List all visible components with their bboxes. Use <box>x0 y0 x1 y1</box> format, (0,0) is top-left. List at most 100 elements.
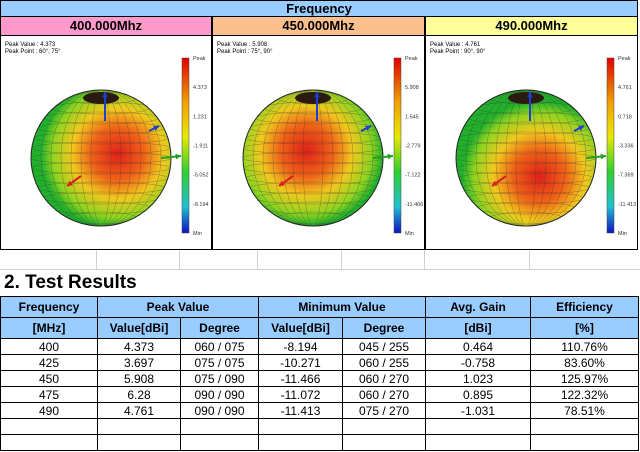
header-cell: Minimum Value <box>258 296 426 318</box>
cell: 110.76% <box>530 338 639 355</box>
header-cell: Degree <box>342 317 426 339</box>
pattern-sphere <box>455 89 597 227</box>
color-scale <box>181 57 190 234</box>
cell: 075 / 270 <box>342 402 426 419</box>
frequency-label: 490.000Mhz <box>425 17 638 36</box>
section-title: 2. Test Results <box>4 272 137 293</box>
empty-cell <box>258 418 343 435</box>
cell: 045 / 255 <box>342 338 426 355</box>
cell: 075 / 090 <box>180 370 259 387</box>
scale-label: -11.413 <box>618 202 636 208</box>
empty-cell <box>180 418 259 435</box>
mesh-line <box>456 151 596 165</box>
axis-head <box>492 180 498 186</box>
mesh-line <box>505 90 547 226</box>
cell: -8.194 <box>258 338 343 355</box>
empty-cell <box>342 434 426 451</box>
mesh-line <box>262 90 364 226</box>
mesh-line <box>31 151 171 165</box>
results-table: Frequency Peak Value Minimum Value Avg. Gai… <box>0 296 639 451</box>
data-row: 425 3.697 075 / 075 -10.271 060 / 255 -0.758 8… <box>0 354 639 371</box>
cell: 1.023 <box>425 370 531 387</box>
pattern-panel: Peak Value : 4.373 Peak Point : 60°, 75° P… <box>0 36 212 250</box>
cell: 122.32% <box>530 386 639 403</box>
data-row: 475 6.28 090 / 090 -11.072 060 / 270 0.895 122… <box>0 386 639 403</box>
cell: 83.60% <box>530 354 639 371</box>
axis-head <box>279 180 285 186</box>
peak-value: Peak Value : 5.908 <box>217 42 268 48</box>
peak-point: Peak Point : 60°, 75° <box>5 49 61 55</box>
cell: 060 / 270 <box>342 386 426 403</box>
cell: -10.271 <box>258 354 343 371</box>
empty-cell <box>97 418 181 435</box>
header-cell: [dBi] <box>425 317 531 339</box>
frequency-header: Frequency <box>0 0 638 17</box>
peak-value: Peak Value : 4.761 <box>430 42 481 48</box>
scale-label: -8.194 <box>193 202 209 208</box>
empty-cell <box>0 434 98 451</box>
data-row: 490 4.761 090 / 090 -11.413 075 / 270 -1.031 7… <box>0 402 639 419</box>
cell: 060 / 075 <box>180 338 259 355</box>
cell: -0.758 <box>425 354 531 371</box>
cell: 490 <box>0 402 98 419</box>
axis-head <box>578 125 584 131</box>
axis-head <box>314 92 320 98</box>
cell: 075 / 075 <box>180 354 259 371</box>
cell: -1.031 <box>425 402 531 419</box>
header-cell: Frequency <box>0 296 98 318</box>
cell: 425 <box>0 354 98 371</box>
cell: -11.072 <box>258 386 343 403</box>
cell: 3.697 <box>97 354 181 371</box>
axis-head <box>365 125 371 131</box>
cell: -11.466 <box>258 370 343 387</box>
empty-cell <box>97 434 181 451</box>
mesh-line <box>282 90 344 226</box>
empty-cell <box>530 418 639 435</box>
mesh-line <box>272 90 354 226</box>
scale-label: 4.761 <box>618 85 632 91</box>
scale-label: -1.911 <box>193 144 208 150</box>
cell: 400 <box>0 338 98 355</box>
scale-label: Min <box>193 231 202 237</box>
axis-head <box>387 153 393 160</box>
scale-label: 1.231 <box>193 114 207 120</box>
mesh-line <box>80 90 122 226</box>
axis-head <box>102 92 108 98</box>
scale-label: 4.373 <box>193 85 207 91</box>
cell: -11.413 <box>258 402 343 419</box>
scale-label: -7.122 <box>405 173 421 179</box>
header-cell: Degree <box>180 317 259 339</box>
mesh-line <box>475 90 577 226</box>
pattern-sphere <box>30 89 172 227</box>
axis-head <box>67 180 73 186</box>
mesh-line <box>50 90 152 226</box>
empty-row <box>0 418 639 435</box>
mesh-line <box>485 90 567 226</box>
cell: 450 <box>0 370 98 387</box>
header-cell: [MHz] <box>0 317 98 339</box>
scale-label: Peak <box>193 56 206 62</box>
scale-label: -3.336 <box>618 144 634 150</box>
data-row: 400 4.373 060 / 075 -8.194 045 / 255 0.464 110… <box>0 338 639 355</box>
cell: 0.464 <box>425 338 531 355</box>
scale-label: 1.545 <box>405 114 419 120</box>
pattern-panel: Peak Value : 4.761 Peak Point : 90°, 90° P… <box>425 36 638 250</box>
top-hole <box>295 92 331 104</box>
empty-cell <box>258 434 343 451</box>
peak-value: Peak Value : 4.373 <box>5 42 56 48</box>
mesh-line <box>302 90 324 226</box>
pattern-panel: Peak Value : 5.908 Peak Point : 75°, 90° P… <box>212 36 425 250</box>
cell: 4.761 <box>97 402 181 419</box>
cell: 090 / 090 <box>180 386 259 403</box>
header-cell: Peak Value <box>97 296 259 318</box>
cell: 060 / 270 <box>342 370 426 387</box>
cell: 6.28 <box>97 386 181 403</box>
peak-point: Peak Point : 90°, 90° <box>430 49 486 55</box>
header-cell: Efficiency <box>530 296 639 318</box>
top-hole <box>508 92 544 104</box>
frequency-label: 400.000Mhz <box>0 17 212 36</box>
